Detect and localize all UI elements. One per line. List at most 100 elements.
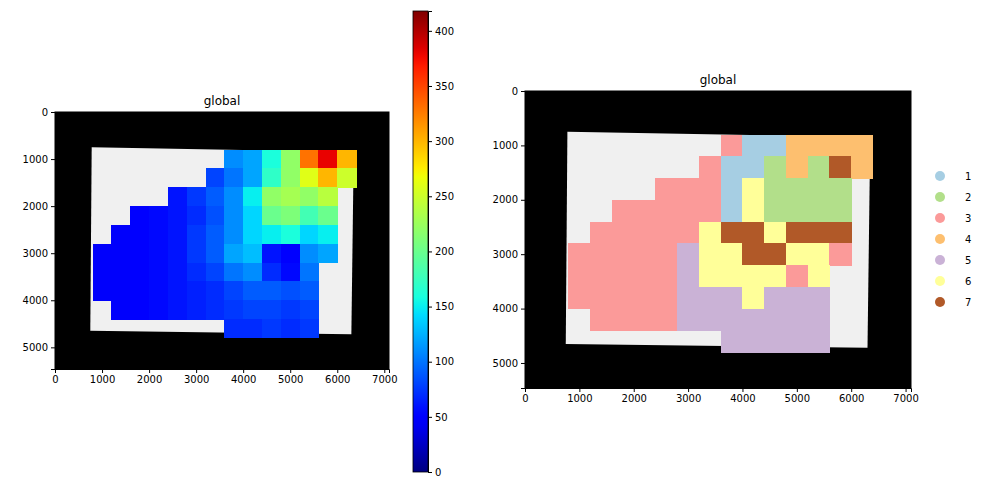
cell xyxy=(187,281,206,300)
cell xyxy=(808,265,830,287)
cell xyxy=(829,243,851,265)
cell xyxy=(281,150,300,169)
cells xyxy=(93,150,357,339)
tick-label: 250 xyxy=(435,191,454,202)
plot-area xyxy=(55,112,389,369)
legend-marker xyxy=(935,255,945,265)
cell xyxy=(786,156,808,178)
cell xyxy=(786,135,808,157)
cell xyxy=(206,244,225,263)
cell xyxy=(655,243,677,265)
cell xyxy=(742,330,764,352)
panel: 0100020003000400050006000700001000200030… xyxy=(23,11,455,478)
cell xyxy=(699,265,721,287)
cell xyxy=(721,135,743,157)
cell xyxy=(721,265,743,287)
x-axis: 01000200030004000500060007000 xyxy=(52,369,397,385)
cell xyxy=(243,187,262,206)
cell xyxy=(568,265,590,287)
tick-mark xyxy=(579,388,580,392)
cell xyxy=(262,281,281,300)
tick-label: 2000 xyxy=(137,374,162,385)
tick-mark xyxy=(51,159,55,160)
cell xyxy=(721,309,743,331)
cell xyxy=(130,263,149,282)
tick-label: 3000 xyxy=(184,374,209,385)
cell xyxy=(612,265,634,287)
cell xyxy=(243,319,262,338)
tick: 50 xyxy=(428,412,448,423)
tick-mark xyxy=(102,369,103,373)
tick: 1000 xyxy=(23,154,55,165)
tick-label: 2000 xyxy=(622,393,647,404)
cell xyxy=(677,309,699,331)
tick-label: 4000 xyxy=(493,303,518,314)
tick-mark xyxy=(196,369,197,373)
tick: 7000 xyxy=(372,369,397,385)
legend-marker xyxy=(935,192,945,202)
cell xyxy=(829,222,851,244)
cell xyxy=(281,244,300,263)
tick-label: 300 xyxy=(435,136,454,147)
cell xyxy=(808,222,830,244)
cell xyxy=(590,287,612,309)
cell xyxy=(699,287,721,309)
cell xyxy=(262,150,281,169)
tick-label: 1000 xyxy=(23,154,48,165)
cell xyxy=(764,265,786,287)
cell xyxy=(168,244,187,263)
cell xyxy=(300,319,319,338)
cell xyxy=(130,300,149,319)
cell xyxy=(699,200,721,222)
tick: 3000 xyxy=(493,249,525,260)
tick-label: 6000 xyxy=(325,374,350,385)
legend-marker xyxy=(935,297,945,307)
tick-mark xyxy=(428,362,432,363)
tick-mark xyxy=(337,369,338,373)
tick-mark xyxy=(428,472,432,473)
cell xyxy=(224,206,243,225)
cell xyxy=(764,200,786,222)
cell xyxy=(764,330,786,352)
y-axis: 010002000300040005000 xyxy=(493,86,526,389)
cell xyxy=(262,244,281,263)
cell xyxy=(655,222,677,244)
cell xyxy=(677,243,699,265)
tick-mark xyxy=(521,200,525,201)
tick-mark xyxy=(428,86,432,87)
cell xyxy=(786,265,808,287)
cell xyxy=(612,200,634,222)
cell xyxy=(318,206,337,225)
cell xyxy=(808,156,830,178)
tick: 350 xyxy=(428,81,454,92)
cell xyxy=(187,300,206,319)
cell xyxy=(300,225,319,244)
cell xyxy=(590,265,612,287)
axis-line xyxy=(429,12,433,473)
cell xyxy=(130,281,149,300)
cell xyxy=(300,300,319,319)
legend-label: 5 xyxy=(965,255,971,266)
tick-label: 6000 xyxy=(839,393,864,404)
tick: 2000 xyxy=(23,201,55,212)
tick: 0 xyxy=(428,467,441,478)
tick-label: 1000 xyxy=(493,140,518,151)
cell xyxy=(111,225,130,244)
cell xyxy=(721,330,743,352)
title: global xyxy=(204,94,241,108)
tick-label: 3000 xyxy=(23,248,48,259)
legend-label: 7 xyxy=(965,297,971,308)
tick-mark xyxy=(688,388,689,392)
tick-label: 400 xyxy=(435,26,454,37)
tick: 5000 xyxy=(278,369,303,385)
tick-label: 0 xyxy=(52,374,58,385)
cell xyxy=(808,243,830,265)
cell xyxy=(187,187,206,206)
tick-label: 150 xyxy=(435,301,454,312)
legend-marker xyxy=(935,276,945,286)
cell xyxy=(764,287,786,309)
cell xyxy=(677,287,699,309)
cell xyxy=(243,263,262,282)
y-axis: 010002000300040005000 xyxy=(23,107,56,370)
cell xyxy=(764,156,786,178)
